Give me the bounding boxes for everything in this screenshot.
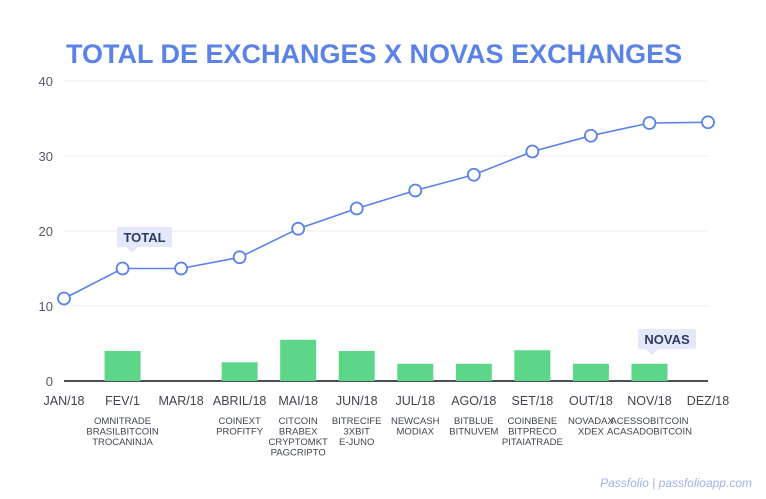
bar-jun-18 (338, 351, 375, 381)
footer-credit: Passfolio | passfolioapp.com (600, 476, 752, 490)
exchange-name: BITBLUE (454, 416, 494, 427)
exchange-name: PITAIATRADE (502, 437, 563, 448)
gridlines (64, 80, 708, 307)
x-tick-label: FEV/1 (105, 394, 140, 408)
bar-out-18 (572, 363, 609, 381)
legend-novas: NOVAS (638, 329, 696, 355)
exchange-name: 3XBIT (344, 427, 371, 438)
exchange-name: BITRECIFE (332, 416, 382, 427)
exchange-name: COINEXT (219, 416, 261, 427)
legend-total-box (117, 227, 172, 247)
x-tick-label: MAR/18 (159, 394, 204, 408)
total-points (57, 115, 715, 306)
point-dez-18 (701, 115, 715, 130)
exchange-name: ACASADOBITCOIN (607, 427, 692, 438)
bar-set-18 (514, 350, 551, 381)
point-mar-18 (174, 261, 188, 276)
point-out-18 (584, 128, 598, 143)
bar-jul-18 (397, 363, 434, 381)
x-tick-label: AGO/18 (451, 394, 496, 408)
x-tick-label: ABRIL/18 (213, 394, 267, 408)
legend-novas-box (638, 329, 696, 349)
x-tick-label: NOV/18 (627, 394, 672, 408)
exchange-name: OMNITRADE (94, 416, 151, 427)
y-tick-label: 10 (39, 299, 53, 314)
bar-nov-18 (631, 363, 668, 381)
exchange-name: MODIAX (397, 427, 435, 438)
exchange-name: XDEX (578, 427, 605, 438)
exchange-name: CRYPTOMKT (269, 437, 328, 448)
legend-novas-pointer (646, 349, 658, 355)
point-fev-1 (115, 261, 130, 276)
point-ago-18 (466, 167, 481, 182)
exchange-name: BITNUVEM (449, 427, 498, 438)
x-tick-label: JAN/18 (44, 394, 85, 408)
x-tick-label: MAI/18 (278, 394, 318, 408)
exchange-name: NEWCASH (391, 416, 440, 427)
exchange-name: PAGCRIPTO (271, 448, 326, 459)
exchange-name: PROFITFY (216, 427, 264, 438)
legend-total-label: TOTAL (123, 230, 165, 245)
exchange-name: BRABEX (279, 427, 318, 438)
y-tick-label: 0 (46, 374, 53, 389)
exchange-name: NOVADAX (568, 416, 614, 427)
exchange-name: TROCANINJA (92, 437, 153, 448)
exchange-name: COINBENE (508, 416, 558, 427)
point-jul-18 (408, 183, 423, 198)
chart-title: TOTAL DE EXCHANGES X NOVAS EXCHANGES (66, 39, 682, 69)
point-jan-18 (57, 291, 71, 306)
total-line (63, 121, 709, 300)
y-tick-label: 30 (39, 149, 53, 164)
y-axis-ticks: 0 10 20 30 40 (39, 74, 53, 389)
exchange-name: E-JUNO (339, 437, 374, 448)
x-axis-ticks: JAN/18 FEV/1 MAR/18 ABRIL/18 MAI/18 JUN/18 JUL… (44, 394, 730, 408)
x-tick-label: JUN/18 (336, 394, 378, 408)
x-tick-label: DEZ/18 (687, 394, 729, 408)
legend-novas-label: NOVAS (644, 332, 690, 347)
exchange-name: BITPRECO (508, 427, 557, 438)
y-tick-label: 40 (39, 74, 53, 89)
exchange-labels: OMNITRADEBRASILBITCOINTROCANINJACOINEXTP… (86, 416, 692, 459)
bar-fev-1 (104, 351, 141, 381)
bar-ago-18 (455, 363, 492, 381)
point-abril-18 (232, 250, 247, 265)
point-nov-18 (642, 116, 657, 130)
point-set-18 (525, 144, 540, 159)
exchange-name: ACESSOBITCOIN (610, 416, 688, 427)
bar-abril-18 (221, 362, 258, 381)
x-tick-label: SET/18 (512, 394, 554, 408)
y-tick-label: 20 (39, 224, 53, 239)
point-jun-18 (349, 201, 364, 216)
exchange-name: BRASILBITCOIN (86, 427, 158, 438)
novas-bars (104, 339, 668, 381)
x-tick-label: OUT/18 (569, 394, 613, 408)
legend-total-pointer (126, 247, 138, 253)
point-mai-18 (291, 221, 306, 236)
bar-mai-18 (280, 339, 317, 381)
x-tick-label: JUL/18 (395, 394, 435, 408)
exchange-name: CITCOIN (279, 416, 318, 427)
legend-total: TOTAL (117, 227, 172, 253)
